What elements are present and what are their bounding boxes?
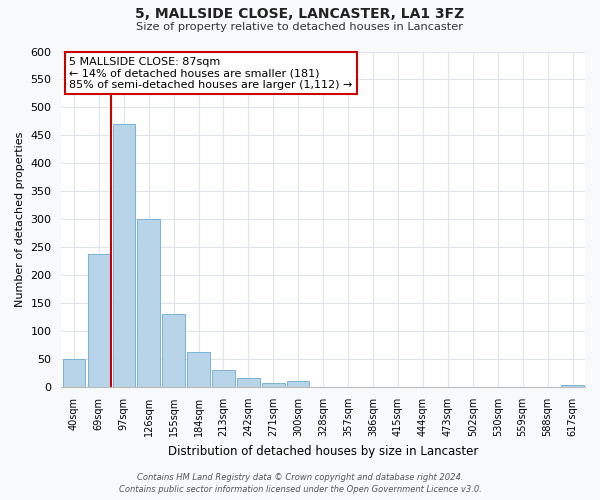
Y-axis label: Number of detached properties: Number of detached properties [15,132,25,307]
Bar [163,314,185,387]
Text: Contains HM Land Registry data © Crown copyright and database right 2024.
Contai: Contains HM Land Registry data © Crown c… [119,472,481,494]
Bar [187,352,210,387]
Bar [113,124,135,387]
Bar [262,383,284,387]
Text: 5, MALLSIDE CLOSE, LANCASTER, LA1 3FZ: 5, MALLSIDE CLOSE, LANCASTER, LA1 3FZ [136,8,464,22]
Bar [88,254,110,387]
Text: 5 MALLSIDE CLOSE: 87sqm
← 14% of detached houses are smaller (181)
85% of semi-d: 5 MALLSIDE CLOSE: 87sqm ← 14% of detache… [69,56,353,90]
X-axis label: Distribution of detached houses by size in Lancaster: Distribution of detached houses by size … [168,444,478,458]
Bar [237,378,260,387]
Bar [137,220,160,387]
Text: Size of property relative to detached houses in Lancaster: Size of property relative to detached ho… [137,22,464,32]
Bar [562,385,584,387]
Bar [62,359,85,387]
Bar [212,370,235,387]
Bar [287,382,310,387]
